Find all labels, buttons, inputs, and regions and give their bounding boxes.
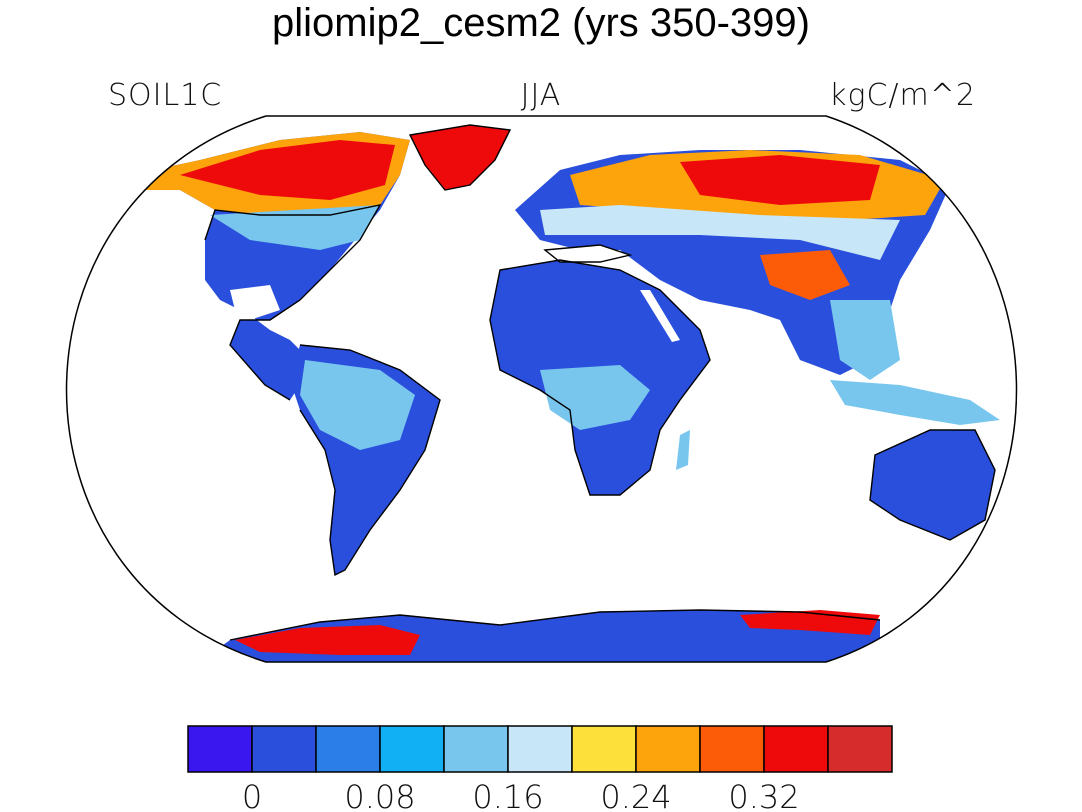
canada-red [180,140,395,200]
australia [870,430,995,540]
colorbar-swatch [507,725,573,773]
units-label: kgC/m^2 [829,78,976,113]
colorbar-swatch [635,725,701,773]
southeast-asia [830,300,900,380]
central-africa-pale [540,365,650,430]
madagascar [676,430,690,470]
coastlines [204,124,996,641]
colorbar-swatch [763,725,829,773]
season-label: JJA [520,78,562,113]
colorbar-swatch [699,725,765,773]
colorbar-swatch [379,725,445,773]
colorbar-tick-label: 0.08 [344,778,415,812]
colorbar-tick-label: 0.32 [728,778,799,812]
tibet-orange [760,250,850,300]
antarctica-red-west [235,625,420,655]
greenland [410,125,510,190]
colorbar-swatch [571,725,637,773]
variable-label: SOIL1C [108,78,223,113]
colorbar-tick-label: 0.16 [472,778,543,812]
map-boundary [65,115,1018,663]
colorbar-swatch [443,725,509,773]
colorbar-tick-label: 0.24 [600,778,671,812]
siberia-red [680,155,880,205]
colorbar-swatch [315,725,381,773]
gulf-of-mexico [230,285,280,320]
amazon-pale [300,360,415,450]
eurasia-pale [540,205,900,260]
colorbar-swatch [251,725,317,773]
land-fill [130,125,1017,662]
colorbar-swatch [827,725,893,773]
indonesia [830,380,1000,425]
mediterranean [545,245,630,262]
colorbar-swatch [187,725,253,773]
red-sea [640,290,680,342]
north-america-pale [210,205,380,250]
map-title: pliomip2_cesm2 (yrs 350-399) [271,1,810,45]
colorbar-tick-label: 0 [242,778,262,812]
